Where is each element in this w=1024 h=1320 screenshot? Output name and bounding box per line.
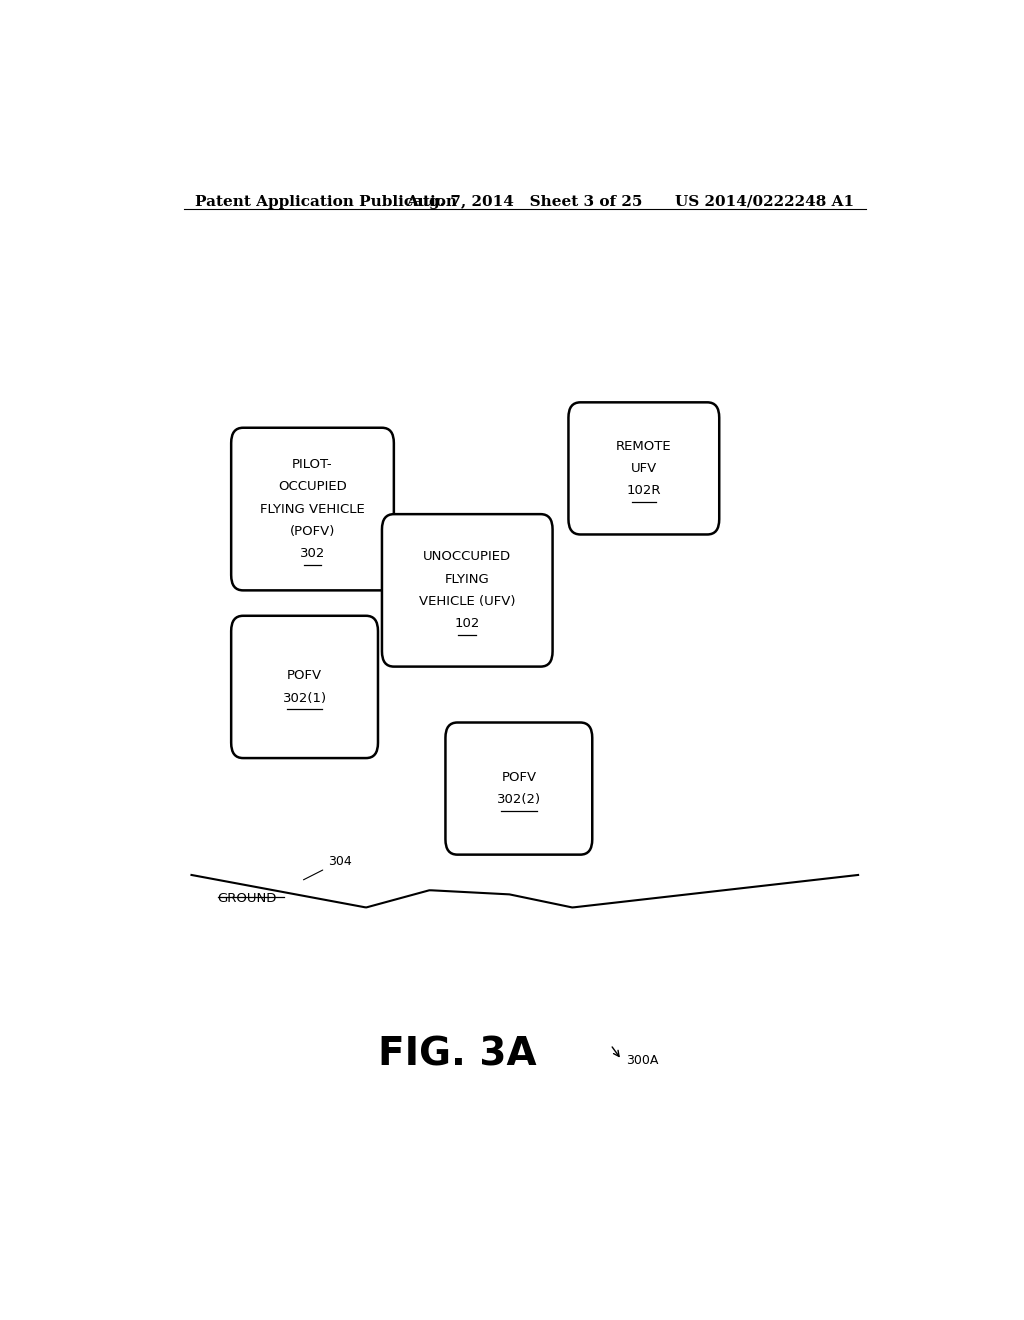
Text: GROUND: GROUND [218,892,278,906]
FancyBboxPatch shape [445,722,592,854]
Text: OCCUPIED: OCCUPIED [279,480,347,494]
Text: 302: 302 [300,548,326,560]
Text: US 2014/0222248 A1: US 2014/0222248 A1 [675,195,854,209]
Text: FIG. 3A: FIG. 3A [378,1036,537,1074]
Text: 302(2): 302(2) [497,793,541,807]
Text: 300A: 300A [626,1055,658,1068]
FancyBboxPatch shape [568,403,719,535]
Text: 102R: 102R [627,484,662,498]
Text: FLYING VEHICLE: FLYING VEHICLE [260,503,365,516]
Text: POFV: POFV [287,669,323,682]
FancyBboxPatch shape [382,515,553,667]
Text: Aug. 7, 2014   Sheet 3 of 25: Aug. 7, 2014 Sheet 3 of 25 [407,195,643,209]
Text: UNOCCUPIED: UNOCCUPIED [423,550,511,564]
Text: 302(1): 302(1) [283,692,327,705]
Text: (POFV): (POFV) [290,525,335,539]
Text: PILOT-: PILOT- [292,458,333,471]
FancyBboxPatch shape [231,615,378,758]
Text: Patent Application Publication: Patent Application Publication [196,195,458,209]
Text: 304: 304 [303,855,351,880]
Text: FLYING: FLYING [444,573,489,586]
Text: UFV: UFV [631,462,657,475]
FancyBboxPatch shape [231,428,394,590]
Text: 102: 102 [455,618,480,631]
Text: VEHICLE (UFV): VEHICLE (UFV) [419,595,515,609]
Text: REMOTE: REMOTE [616,440,672,453]
Text: POFV: POFV [502,771,537,784]
